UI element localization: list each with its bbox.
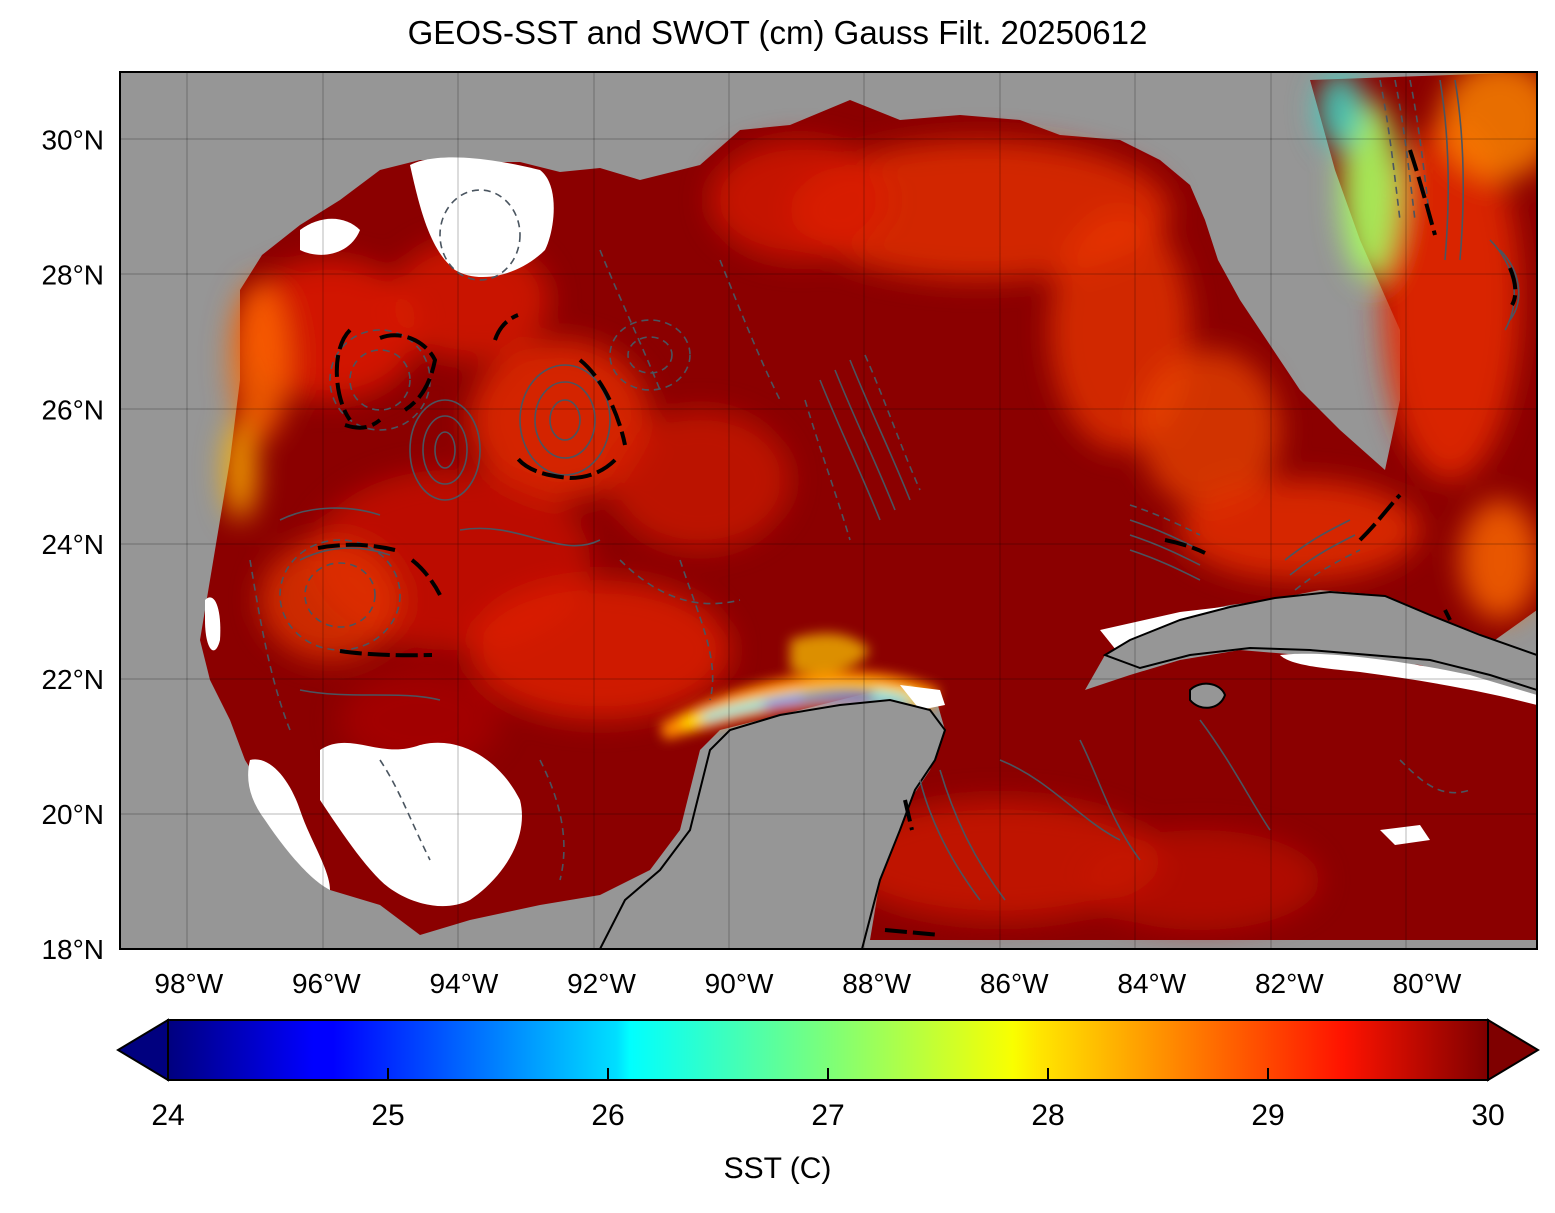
map-area (120, 72, 1537, 949)
colorbar: 24 25 26 27 28 29 30 (116, 1018, 1540, 1132)
latitude-tick-label: 22°N (41, 664, 104, 695)
longitude-tick-label: 86°W (980, 968, 1049, 999)
sst-field (224, 72, 1537, 930)
yucatan-land (598, 698, 947, 949)
latitude-tick-label: 26°N (41, 394, 104, 425)
colorbar-tick-label: 28 (1031, 1099, 1064, 1132)
longitude-tick-label: 98°W (154, 968, 223, 999)
latitude-tick-label: 18°N (41, 934, 104, 965)
colorbar-tick-label: 25 (371, 1099, 404, 1132)
colorbar-tick-label: 27 (811, 1099, 844, 1132)
colorbar-ticks: 24 25 26 27 28 29 30 (151, 1068, 1505, 1132)
colorbar-label: SST (C) (723, 1152, 832, 1185)
longitude-tick-label: 94°W (430, 968, 499, 999)
colorbar-tick-label: 30 (1471, 1099, 1504, 1132)
latitude-tick-label: 30°N (41, 124, 104, 155)
figure-title: GEOS-SST and SWOT (cm) Gauss Filt. 20250… (407, 14, 1148, 51)
isla-juventud-land (1189, 682, 1227, 709)
latitude-tick-label: 24°N (41, 529, 104, 560)
longitude-tick-label: 96°W (292, 968, 361, 999)
colorbar-extend-high (1487, 1018, 1540, 1082)
longitude-tick-label: 92°W (567, 968, 636, 999)
cuba-land (1102, 590, 1537, 692)
latitude-tick-label: 28°N (41, 259, 104, 290)
longitude-tick-label: 82°W (1255, 968, 1324, 999)
colorbar-extend-low (116, 1018, 169, 1082)
map-frame (119, 71, 1538, 950)
longitude-labels: 98°W 96°W 94°W 92°W 90°W 88°W 86°W 84°W 82°W 80°W (154, 968, 1461, 999)
cold-upwelling (660, 633, 940, 740)
land-masses (598, 590, 1537, 949)
colorbar-tick-label: 29 (1251, 1099, 1284, 1132)
longitude-tick-label: 90°W (705, 968, 774, 999)
latitude-tick-label: 20°N (41, 799, 104, 830)
latitude-labels: 30°N 28°N 26°N 24°N 22°N 20°N 18°N (41, 124, 104, 965)
longitude-tick-label: 88°W (842, 968, 911, 999)
colorbar-tick-label: 24 (151, 1099, 184, 1132)
colorbar-tick-label: 26 (591, 1099, 624, 1132)
longitude-tick-label: 84°W (1117, 968, 1186, 999)
zero-contours (317, 149, 1518, 937)
swot-contours (249, 79, 1520, 901)
longitude-tick-label: 80°W (1393, 968, 1462, 999)
